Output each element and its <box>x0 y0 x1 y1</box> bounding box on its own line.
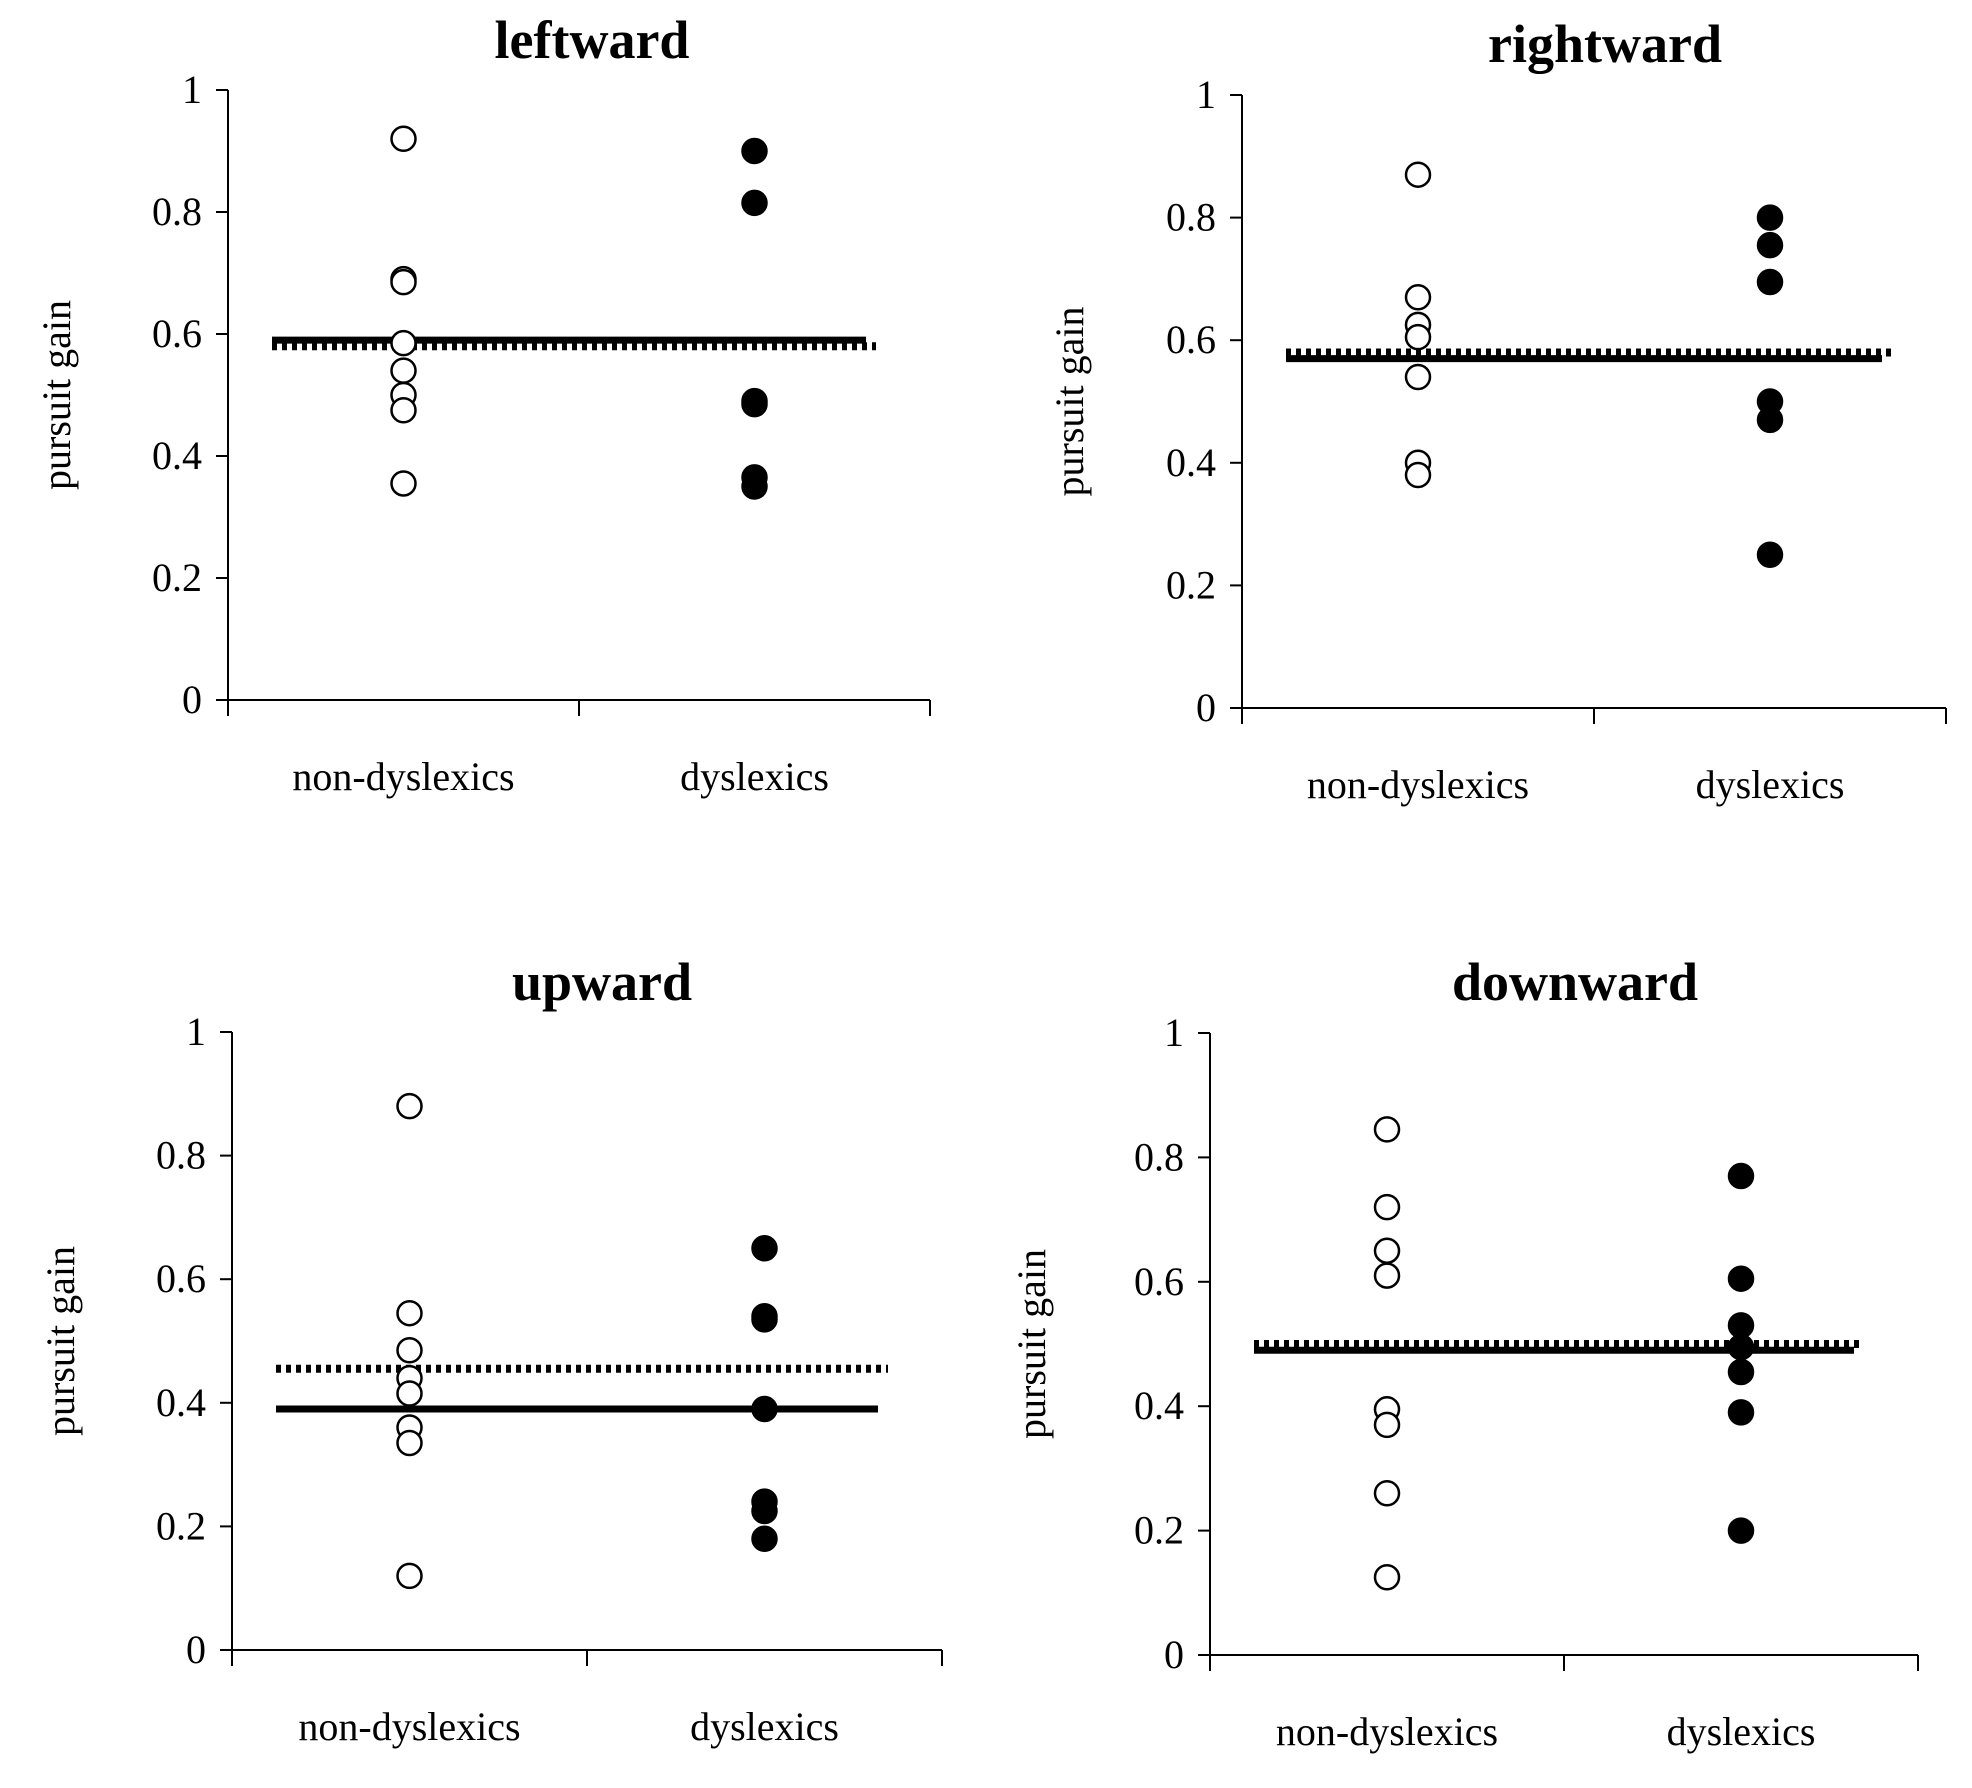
chart-panel-upward: upward pursuit gain 0 0.2 0.4 0.6 0.8 1 non-dysl… <box>38 952 943 1749</box>
data-point-dyslexic <box>1727 1517 1755 1544</box>
y-tick-label: 0.2 <box>156 1503 206 1548</box>
y-tick-label: 0.6 <box>152 311 202 356</box>
chart-panel-leftward: leftward pursuit gain 0 0.2 0.4 0.6 0.8 1 non-dy… <box>34 10 931 799</box>
y-axis-label: pursuit gain <box>34 300 79 490</box>
data-point-non-dyslexic <box>1404 363 1432 391</box>
y-tick-label: 0.4 <box>152 433 202 478</box>
y-axis-label: pursuit gain <box>38 1246 83 1436</box>
data-point-dyslexic <box>1727 1333 1755 1361</box>
data-point-non-dyslexic <box>396 1299 423 1327</box>
y-tick-label: 0.6 <box>1166 317 1216 362</box>
y-tick-label: 0.8 <box>156 1133 206 1178</box>
data-point-non-dyslexic <box>396 1337 423 1364</box>
x-category-label: dyslexics <box>1667 1709 1816 1754</box>
y-tick-label: 0.2 <box>1166 562 1216 607</box>
data-point-dyslexic <box>741 390 768 418</box>
y-tick-label: 0 <box>182 677 202 722</box>
data-point-dyslexic <box>751 1395 778 1423</box>
data-point-non-dyslexic <box>390 125 417 153</box>
y-tick-label: 0 <box>1196 685 1216 730</box>
y-tick-label: 1 <box>186 1009 206 1054</box>
data-point-dyslexic <box>741 137 768 165</box>
data-point-non-dyslexic <box>390 470 417 497</box>
y-tick-label: 0.4 <box>156 1380 206 1425</box>
x-category-label: non-dyslexics <box>1276 1709 1498 1754</box>
data-point-dyslexic <box>1727 1358 1755 1386</box>
data-point-dyslexic <box>1727 1312 1755 1339</box>
y-tick-label: 1 <box>182 67 202 112</box>
y-tick-label: 0.4 <box>1134 1383 1184 1428</box>
chart-title: upward <box>512 952 692 1012</box>
data-point-non-dyslexic <box>1404 461 1432 489</box>
data-point-non-dyslexic <box>1373 1193 1401 1221</box>
y-tick-label: 0.6 <box>1134 1259 1184 1304</box>
data-point-dyslexic <box>1756 204 1784 231</box>
data-point-dyslexic <box>1756 231 1784 259</box>
data-point-non-dyslexic <box>1373 1116 1401 1143</box>
data-point-non-dyslexic <box>396 1429 423 1457</box>
data-point-dyslexic <box>751 1497 778 1525</box>
data-point-dyslexic <box>741 189 768 217</box>
data-point-non-dyslexic <box>396 1562 423 1590</box>
x-category-label: non-dyslexics <box>292 754 514 799</box>
data-point-dyslexic <box>1727 1265 1755 1292</box>
y-tick-label: 0.8 <box>1134 1134 1184 1179</box>
chart-title: rightward <box>1488 14 1722 74</box>
data-point-dyslexic <box>751 1525 778 1553</box>
data-point-dyslexic <box>1756 541 1784 568</box>
data-point-non-dyslexic <box>1373 1411 1401 1439</box>
data-point-dyslexic <box>1727 1399 1755 1426</box>
y-axis-label: pursuit gain <box>1047 307 1092 497</box>
y-tick-label: 1 <box>1164 1010 1184 1055</box>
data-point-non-dyslexic <box>390 268 417 296</box>
data-point-dyslexic <box>751 1235 778 1262</box>
y-tick-label: 0 <box>186 1627 206 1672</box>
data-point-dyslexic <box>1756 268 1784 296</box>
x-category-label: dyslexics <box>680 754 829 799</box>
y-tick-label: 0.2 <box>1134 1508 1184 1553</box>
y-axis-label: pursuit gain <box>1009 1249 1054 1439</box>
data-point-dyslexic <box>751 1306 778 1333</box>
y-tick-label: 0 <box>1164 1632 1184 1677</box>
y-tick-label: 0.4 <box>1166 440 1216 485</box>
data-point-non-dyslexic <box>1404 323 1432 351</box>
data-point-non-dyslexic <box>390 329 417 357</box>
y-tick-label: 0.8 <box>1166 195 1216 240</box>
x-category-label: dyslexics <box>690 1704 839 1749</box>
data-point-non-dyslexic <box>390 357 417 384</box>
data-point-dyslexic <box>1727 1162 1755 1190</box>
y-tick-label: 0.6 <box>156 1256 206 1301</box>
data-point-dyslexic <box>1756 406 1784 434</box>
chart-panel-downward: downward pursuit gain 0 0.2 0.4 0.6 0.8 1 non-dy… <box>1009 952 1919 1754</box>
data-point-non-dyslexic <box>1404 284 1432 311</box>
y-tick-label: 0.2 <box>152 555 202 600</box>
data-point-non-dyslexic <box>396 1092 423 1120</box>
chart-panel-rightward: rightward pursuit gain 0 0.2 0.4 0.6 0.8 1 non-d… <box>1047 14 1947 807</box>
data-point-non-dyslexic <box>390 397 417 424</box>
x-category-label: non-dyslexics <box>298 1704 520 1749</box>
chart-title: downward <box>1452 952 1698 1012</box>
y-tick-label: 0.8 <box>152 189 202 234</box>
chart-title: leftward <box>495 10 690 70</box>
data-point-dyslexic <box>741 473 768 500</box>
data-point-non-dyslexic <box>396 1380 423 1407</box>
y-tick-label: 1 <box>1196 72 1216 117</box>
data-point-non-dyslexic <box>1373 1237 1401 1264</box>
x-category-label: non-dyslexics <box>1307 762 1529 807</box>
x-category-label: dyslexics <box>1696 762 1845 807</box>
data-point-non-dyslexic <box>1373 1262 1401 1289</box>
data-point-non-dyslexic <box>1404 161 1432 188</box>
data-point-non-dyslexic <box>1373 1480 1401 1507</box>
data-point-non-dyslexic <box>1373 1564 1401 1591</box>
